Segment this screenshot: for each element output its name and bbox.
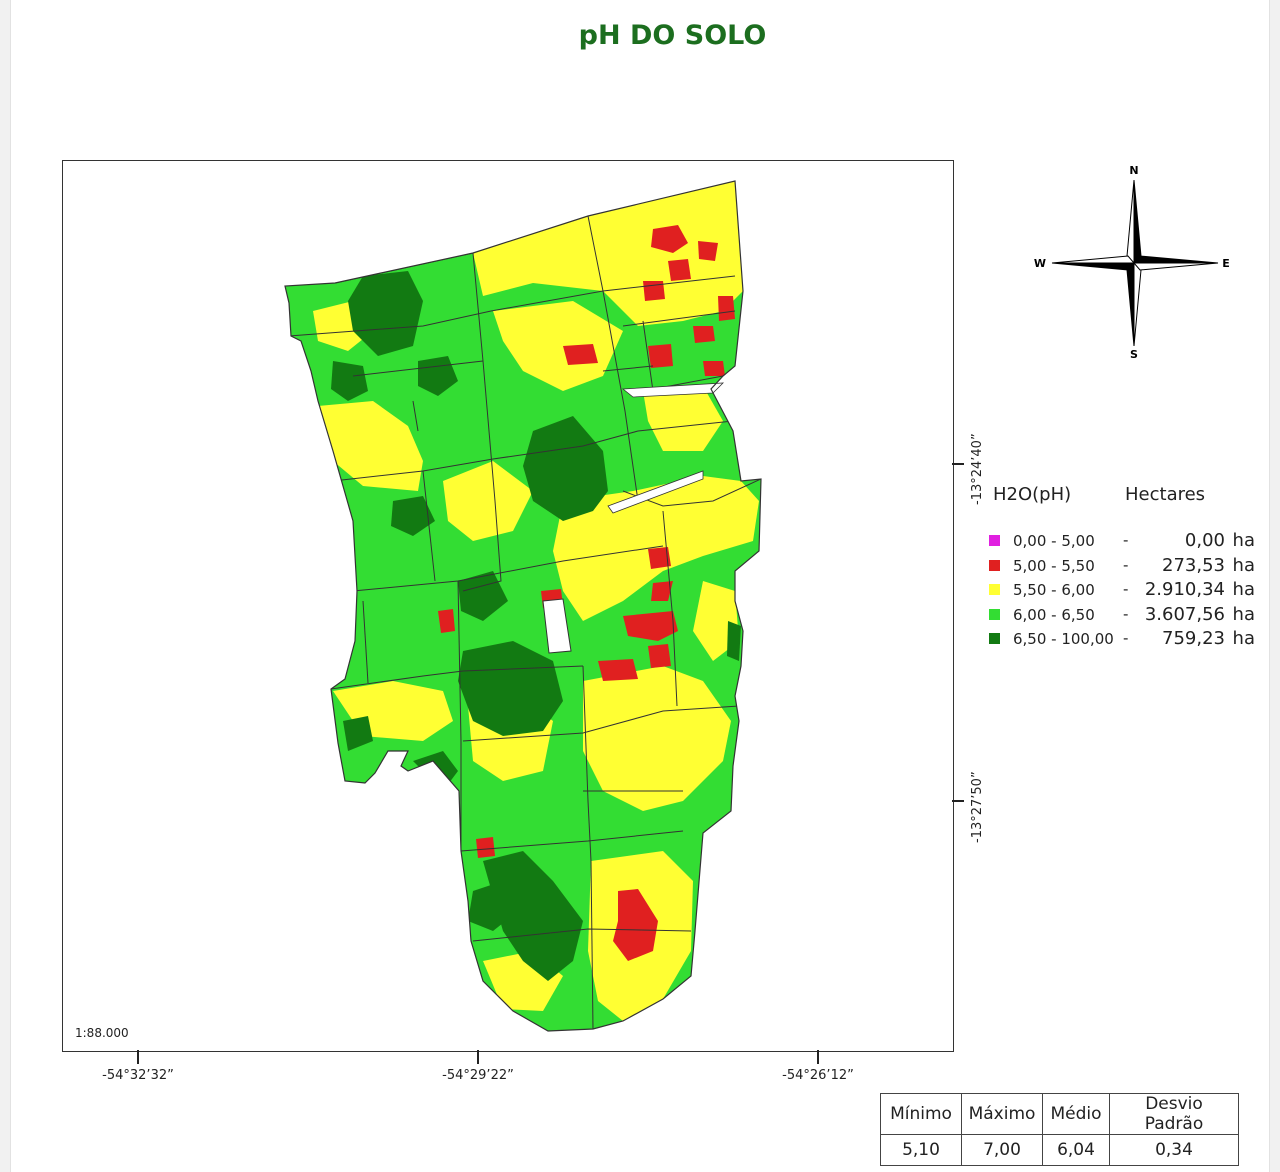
soil-ph-map (284, 180, 762, 1032)
legend-dash: - (1123, 531, 1129, 549)
legend-swatch (989, 608, 1000, 620)
legend-item: 6,00 - 6,50 - 3.607,56 ha (975, 604, 1265, 629)
legend-value: 3.607,56 (1144, 603, 1225, 625)
longitude-label: -54°32’32” (102, 1068, 174, 1083)
legend-item: 0,00 - 5,00 - 0,00 ha (975, 530, 1265, 555)
legend-unit: ha (1232, 628, 1255, 649)
legend-header: H2O(pH) Hectares (975, 480, 1265, 510)
legend-item: 5,50 - 6,00 - 2.910,34 ha (975, 579, 1265, 604)
legend-swatch (989, 559, 1000, 571)
stat-header: Máximo (961, 1093, 1043, 1135)
legend-unit: ha (1232, 530, 1255, 551)
map-frame (62, 160, 954, 1052)
stat-value: 0,34 (1109, 1134, 1239, 1166)
legend-unit: ha (1232, 603, 1255, 625)
x-tick (477, 1050, 479, 1064)
legend-swatch (989, 535, 1000, 546)
compass-e: E (1222, 257, 1230, 270)
longitude-label: -54°26’12” (782, 1068, 854, 1083)
legend: H2O(pH) Hectares 0,00 - 5,00 - 0,00 ha 5… (975, 480, 1265, 653)
compass-s: S (1130, 348, 1138, 361)
legend-range: 0,00 - 5,00 (1013, 532, 1095, 550)
stat-value: 7,00 (961, 1134, 1043, 1166)
legend-value: 273,53 (1162, 554, 1225, 576)
legend-swatch (989, 633, 1000, 644)
legend-range: 5,00 - 5,50 (1013, 556, 1095, 575)
legend-value: 759,23 (1162, 628, 1225, 649)
legend-area-header: Hectares (1125, 484, 1206, 505)
compass-w: W (1034, 257, 1046, 270)
legend-value: 0,00 (1184, 530, 1225, 551)
legend-dash: - (1123, 629, 1129, 647)
map-scale: 1:88.000 (75, 1026, 129, 1040)
stat-value: 6,04 (1042, 1134, 1110, 1166)
legend-range: 6,50 - 100,00 (1013, 630, 1114, 648)
compass-n: N (1129, 164, 1138, 177)
latitude-label: -13°27’50” (970, 771, 985, 843)
legend-unit: ha (1232, 554, 1255, 576)
legend-range: 5,50 - 6,00 (1013, 581, 1095, 599)
compass-rose-icon: N S W E (1034, 164, 1230, 361)
longitude-label: -54°29’22” (442, 1068, 514, 1083)
legend-item: 5,00 - 5,50 - 273,53 ha (975, 555, 1265, 580)
table-row: 5,10 7,00 6,04 0,34 (880, 1134, 1239, 1166)
table-header-row: Mínimo Máximo Médio Desvio Padrão (880, 1093, 1239, 1135)
y-tick (952, 800, 964, 802)
legend-swatch (989, 584, 1000, 595)
x-tick (137, 1050, 139, 1064)
legend-value: 2.910,34 (1144, 579, 1225, 600)
x-tick (817, 1050, 819, 1064)
stat-header: Mínimo (880, 1093, 962, 1135)
page-edge-left (0, 0, 11, 1172)
legend-item: 6,50 - 100,00 - 759,23 ha (975, 628, 1265, 653)
legend-range: 6,00 - 6,50 (1013, 605, 1095, 624)
legend-dash: - (1123, 555, 1129, 574)
stat-header: Desvio Padrão (1109, 1093, 1239, 1135)
legend-unit: ha (1232, 579, 1255, 600)
stat-value: 5,10 (880, 1134, 962, 1166)
map-title: pH DO SOLO (578, 20, 767, 51)
statistics-table: Mínimo Máximo Médio Desvio Padrão 5,10 7… (880, 1093, 1239, 1166)
page-edge-right (1269, 0, 1280, 1172)
legend-dash: - (1123, 580, 1129, 598)
legend-class-header: H2O(pH) (993, 484, 1072, 505)
legend-dash: - (1123, 604, 1129, 623)
y-tick (952, 463, 964, 465)
stat-header: Médio (1042, 1093, 1110, 1135)
